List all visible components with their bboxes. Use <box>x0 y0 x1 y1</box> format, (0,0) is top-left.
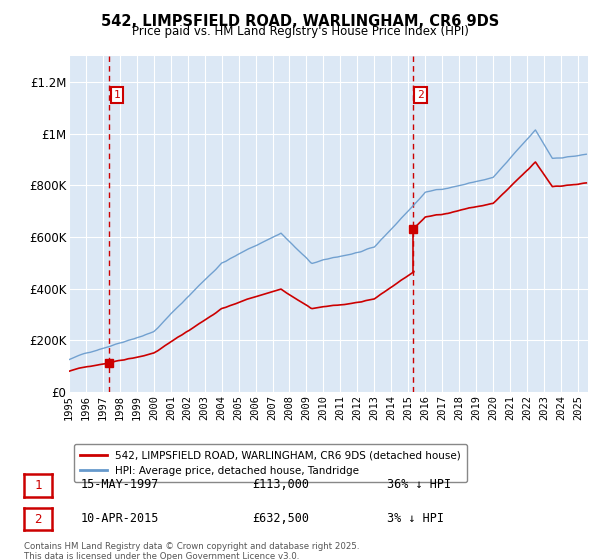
Text: Price paid vs. HM Land Registry's House Price Index (HPI): Price paid vs. HM Land Registry's House … <box>131 25 469 38</box>
Text: £632,500: £632,500 <box>252 511 309 525</box>
Text: 3% ↓ HPI: 3% ↓ HPI <box>387 511 444 525</box>
Text: £113,000: £113,000 <box>252 478 309 491</box>
Text: 1: 1 <box>34 479 41 492</box>
Text: 36% ↓ HPI: 36% ↓ HPI <box>387 478 451 491</box>
Text: 2: 2 <box>34 512 41 526</box>
Text: Contains HM Land Registry data © Crown copyright and database right 2025.
This d: Contains HM Land Registry data © Crown c… <box>24 542 359 560</box>
Text: 15-MAY-1997: 15-MAY-1997 <box>81 478 160 491</box>
Text: 2: 2 <box>417 90 424 100</box>
Text: 1: 1 <box>113 90 120 100</box>
Text: 10-APR-2015: 10-APR-2015 <box>81 511 160 525</box>
Legend: 542, LIMPSFIELD ROAD, WARLINGHAM, CR6 9DS (detached house), HPI: Average price, : 542, LIMPSFIELD ROAD, WARLINGHAM, CR6 9D… <box>74 444 467 482</box>
Text: 542, LIMPSFIELD ROAD, WARLINGHAM, CR6 9DS: 542, LIMPSFIELD ROAD, WARLINGHAM, CR6 9D… <box>101 14 499 29</box>
